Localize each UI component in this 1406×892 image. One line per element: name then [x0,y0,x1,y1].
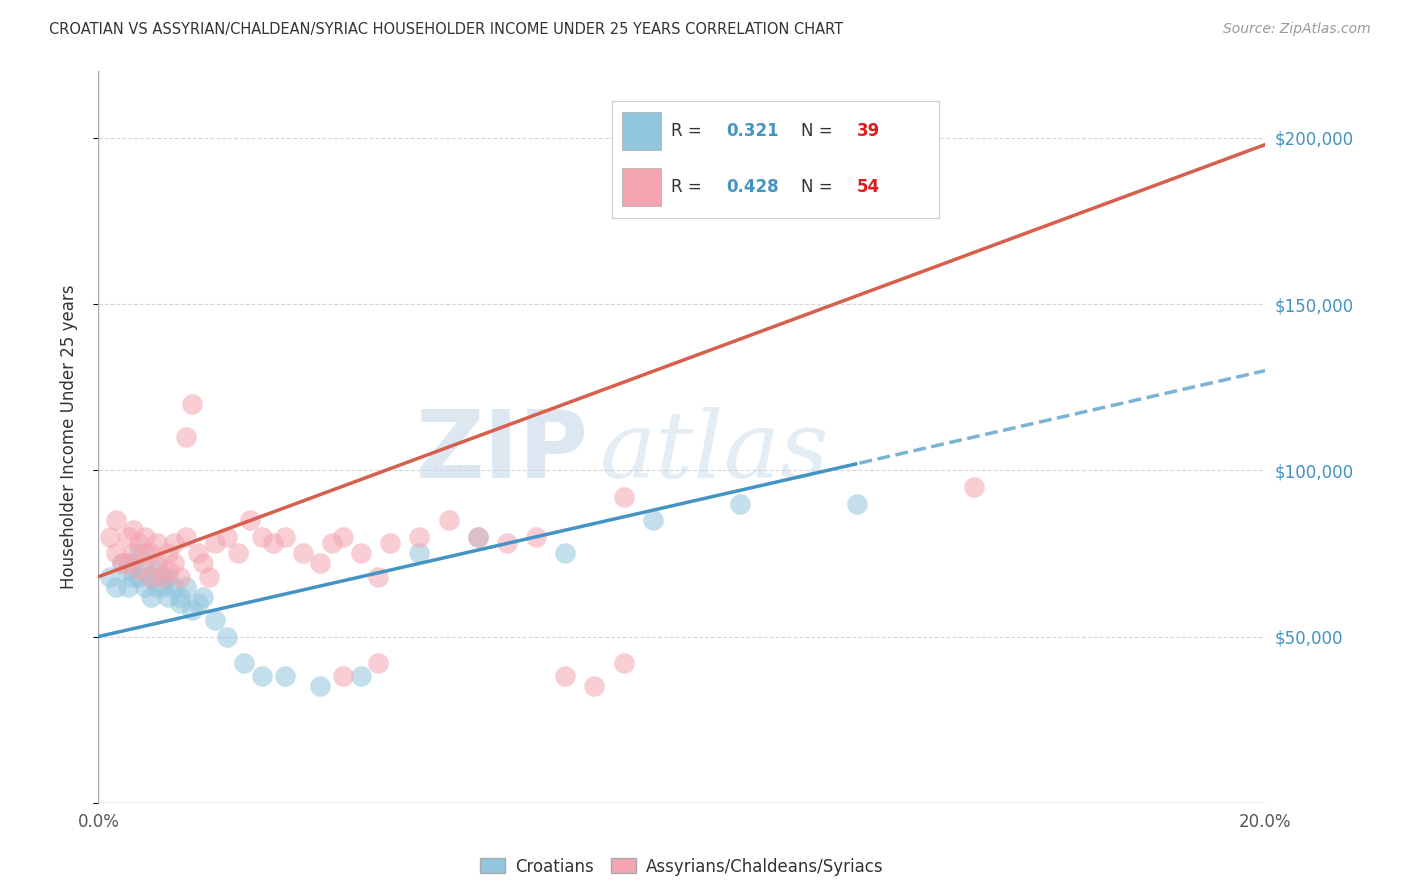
Croatians [117,580,139,594]
Croatians [104,580,127,594]
Assyrians/Chaldeans/Syriacs [128,563,150,577]
Assyrians/Chaldeans/Syriacs [163,557,186,571]
Assyrians/Chaldeans/Syriacs [321,536,343,550]
Assyrians/Chaldeans/Syriacs [262,536,284,550]
Assyrians/Chaldeans/Syriacs [524,530,547,544]
Assyrians/Chaldeans/Syriacs [408,530,430,544]
Assyrians/Chaldeans/Syriacs [332,669,354,683]
Assyrians/Chaldeans/Syriacs [239,513,262,527]
Assyrians/Chaldeans/Syriacs [174,430,197,444]
Assyrians/Chaldeans/Syriacs [554,669,576,683]
Assyrians/Chaldeans/Syriacs [350,546,373,560]
Assyrians/Chaldeans/Syriacs [169,570,191,584]
Croatians [139,590,162,604]
Assyrians/Chaldeans/Syriacs [437,513,460,527]
Croatians [180,603,202,617]
Assyrians/Chaldeans/Syriacs [104,513,127,527]
Assyrians/Chaldeans/Syriacs [146,536,169,550]
Croatians [730,497,752,511]
Text: ZIP: ZIP [416,406,589,498]
Croatians [193,590,215,604]
Croatians [128,570,150,584]
Assyrians/Chaldeans/Syriacs [104,546,127,560]
Assyrians/Chaldeans/Syriacs [122,523,145,537]
Croatians [169,590,191,604]
Croatians [134,563,156,577]
Assyrians/Chaldeans/Syriacs [98,530,121,544]
Assyrians/Chaldeans/Syriacs [117,557,139,571]
Croatians [408,546,430,560]
Croatians [187,596,209,610]
Croatians [157,590,180,604]
Assyrians/Chaldeans/Syriacs [152,570,174,584]
Assyrians/Chaldeans/Syriacs [367,656,389,670]
Croatians [215,630,238,644]
Croatians [554,546,576,560]
Assyrians/Chaldeans/Syriacs [122,546,145,560]
Croatians [117,563,139,577]
Assyrians/Chaldeans/Syriacs [309,557,332,571]
Croatians [128,546,150,560]
Assyrians/Chaldeans/Syriacs [157,563,180,577]
Croatians [122,570,145,584]
Text: Source: ZipAtlas.com: Source: ZipAtlas.com [1223,22,1371,37]
Croatians [641,513,664,527]
Legend: Croatians, Assyrians/Chaldeans/Syriacs: Croatians, Assyrians/Chaldeans/Syriacs [474,851,890,882]
Croatians [204,613,226,627]
Croatians [174,580,197,594]
Text: CROATIAN VS ASSYRIAN/CHALDEAN/SYRIAC HOUSEHOLDER INCOME UNDER 25 YEARS CORRELATI: CROATIAN VS ASSYRIAN/CHALDEAN/SYRIAC HOU… [49,22,844,37]
Assyrians/Chaldeans/Syriacs [291,546,314,560]
Assyrians/Chaldeans/Syriacs [174,530,197,544]
Croatians [250,669,273,683]
Y-axis label: Householder Income Under 25 years: Householder Income Under 25 years [59,285,77,590]
Text: atlas: atlas [600,407,830,497]
Croatians [157,570,180,584]
Assyrians/Chaldeans/Syriacs [612,656,634,670]
Assyrians/Chaldeans/Syriacs [198,570,221,584]
Croatians [163,580,186,594]
Croatians [134,580,156,594]
Assyrians/Chaldeans/Syriacs [962,480,984,494]
Assyrians/Chaldeans/Syriacs [111,557,134,571]
Croatians [111,557,134,571]
Croatians [846,497,869,511]
Assyrians/Chaldeans/Syriacs [117,530,139,544]
Assyrians/Chaldeans/Syriacs [228,546,250,560]
Croatians [309,680,332,694]
Assyrians/Chaldeans/Syriacs [496,536,519,550]
Assyrians/Chaldeans/Syriacs [193,557,215,571]
Assyrians/Chaldeans/Syriacs [128,536,150,550]
Assyrians/Chaldeans/Syriacs [204,536,226,550]
Croatians [350,669,373,683]
Croatians [98,570,121,584]
Croatians [467,530,489,544]
Assyrians/Chaldeans/Syriacs [215,530,238,544]
Assyrians/Chaldeans/Syriacs [163,536,186,550]
Assyrians/Chaldeans/Syriacs [139,570,162,584]
Assyrians/Chaldeans/Syriacs [187,546,209,560]
Assyrians/Chaldeans/Syriacs [332,530,354,544]
Assyrians/Chaldeans/Syriacs [134,546,156,560]
Assyrians/Chaldeans/Syriacs [139,546,162,560]
Croatians [274,669,297,683]
Croatians [122,557,145,571]
Assyrians/Chaldeans/Syriacs [146,557,169,571]
Croatians [152,580,174,594]
Assyrians/Chaldeans/Syriacs [612,490,634,504]
Croatians [233,656,256,670]
Assyrians/Chaldeans/Syriacs [583,680,606,694]
Assyrians/Chaldeans/Syriacs [380,536,402,550]
Croatians [139,570,162,584]
Assyrians/Chaldeans/Syriacs [250,530,273,544]
Assyrians/Chaldeans/Syriacs [134,530,156,544]
Assyrians/Chaldeans/Syriacs [367,570,389,584]
Assyrians/Chaldeans/Syriacs [467,530,489,544]
Assyrians/Chaldeans/Syriacs [157,546,180,560]
Assyrians/Chaldeans/Syriacs [180,397,202,411]
Croatians [152,570,174,584]
Croatians [146,563,169,577]
Croatians [146,580,169,594]
Assyrians/Chaldeans/Syriacs [274,530,297,544]
Croatians [169,596,191,610]
